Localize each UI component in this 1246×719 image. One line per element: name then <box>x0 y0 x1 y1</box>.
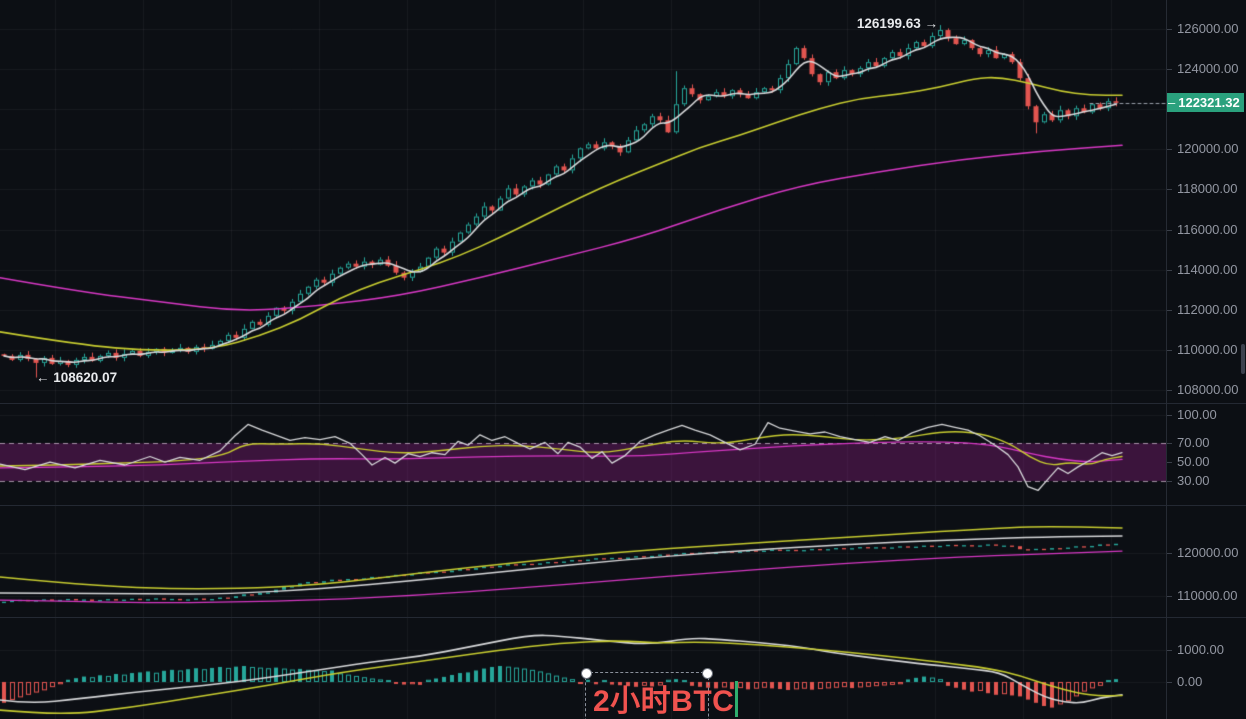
axis-label: 126000.00 <box>1166 21 1239 37</box>
chart-panes: 126199.63 → ← 108620.07 2小时BTC <box>0 0 1166 719</box>
axis-label: 100.00 <box>1167 407 1217 423</box>
axis-label: 110000.00 <box>1167 341 1238 357</box>
peak-price-annotation: 126199.63 → <box>830 16 938 31</box>
trough-price-annotation: ← 108620.07 <box>36 370 117 385</box>
mini-price-pane[interactable] <box>0 506 1166 618</box>
axis-label: 108000.00 <box>1166 381 1239 397</box>
current-price-badge: ‒ 122321.32 <box>1167 93 1244 113</box>
axis-label: 112000.00 <box>1167 301 1238 317</box>
axis-label: 0.00 <box>1166 674 1203 689</box>
pane-separator[interactable] <box>0 505 1246 506</box>
pane-separator[interactable] <box>0 403 1246 404</box>
axis-label: 120000.00 <box>1166 544 1239 560</box>
annotation-drag-handle-right[interactable] <box>702 668 713 679</box>
rsi-pane[interactable] <box>0 404 1166 506</box>
axis-label: 1000.00 <box>1167 642 1224 657</box>
axis-label: 50.00 <box>1167 454 1210 470</box>
axis-label: 110000.00 <box>1167 588 1238 603</box>
annotation-text[interactable]: 2小时BTC <box>593 676 739 719</box>
axis-label: 70.00 <box>1167 435 1210 451</box>
axis-label: 114000.00 <box>1167 261 1238 277</box>
text-annotation-box[interactable]: 2小时BTC <box>581 668 739 719</box>
axis-label: 118000.00 <box>1167 181 1238 197</box>
annotation-text-value: 2小时BTC <box>593 685 735 718</box>
current-price-value: 122321.32 <box>1178 95 1240 111</box>
peak-price-text: 126199.63 <box>856 16 921 31</box>
main-price-pane[interactable] <box>0 0 1166 404</box>
annotation-drag-handle-left[interactable] <box>581 668 592 679</box>
price-line-marker: ‒ <box>1168 95 1176 111</box>
axis-label: 124000.00 <box>1166 61 1239 77</box>
pane-separator[interactable] <box>0 617 1246 618</box>
price-axis[interactable]: ‒ 122321.32 126000.00 124000.00 120000.00 1… <box>1166 0 1246 719</box>
axis-label: 30.00 <box>1167 473 1210 489</box>
trough-price-text: 108620.07 <box>53 370 118 385</box>
axis-label: 116000.00 <box>1167 221 1238 237</box>
scrollbar-thumb[interactable] <box>1241 344 1245 374</box>
axis-label: 120000.00 <box>1166 141 1239 157</box>
text-cursor <box>735 681 739 717</box>
right-arrow-icon: → <box>924 16 939 31</box>
left-arrow-icon: ← <box>36 370 50 385</box>
